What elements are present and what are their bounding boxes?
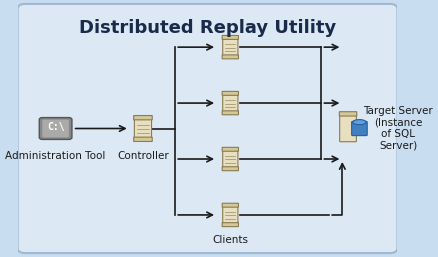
FancyBboxPatch shape <box>352 121 367 136</box>
Text: Target Server
(Instance
of SQL
Server): Target Server (Instance of SQL Server) <box>363 106 433 151</box>
FancyBboxPatch shape <box>222 223 238 227</box>
FancyBboxPatch shape <box>222 147 238 151</box>
FancyBboxPatch shape <box>222 167 238 171</box>
FancyBboxPatch shape <box>18 4 397 253</box>
Text: Distributed Replay Utility: Distributed Replay Utility <box>79 19 336 37</box>
FancyBboxPatch shape <box>42 120 69 137</box>
Text: Controller: Controller <box>117 151 169 161</box>
FancyBboxPatch shape <box>339 112 357 116</box>
FancyBboxPatch shape <box>340 115 357 142</box>
Text: C:\: C:\ <box>47 122 64 132</box>
FancyBboxPatch shape <box>222 55 238 59</box>
FancyBboxPatch shape <box>222 203 238 207</box>
Ellipse shape <box>353 120 366 125</box>
FancyBboxPatch shape <box>134 119 152 138</box>
FancyBboxPatch shape <box>223 39 238 56</box>
FancyBboxPatch shape <box>223 151 238 168</box>
Text: Clients: Clients <box>212 235 248 245</box>
FancyBboxPatch shape <box>222 111 238 115</box>
FancyBboxPatch shape <box>222 91 238 95</box>
FancyBboxPatch shape <box>134 137 152 141</box>
FancyBboxPatch shape <box>223 95 238 112</box>
Text: Administration Tool: Administration Tool <box>5 151 106 161</box>
FancyBboxPatch shape <box>134 116 152 120</box>
FancyBboxPatch shape <box>223 206 238 223</box>
FancyBboxPatch shape <box>222 35 238 39</box>
FancyBboxPatch shape <box>39 117 72 140</box>
